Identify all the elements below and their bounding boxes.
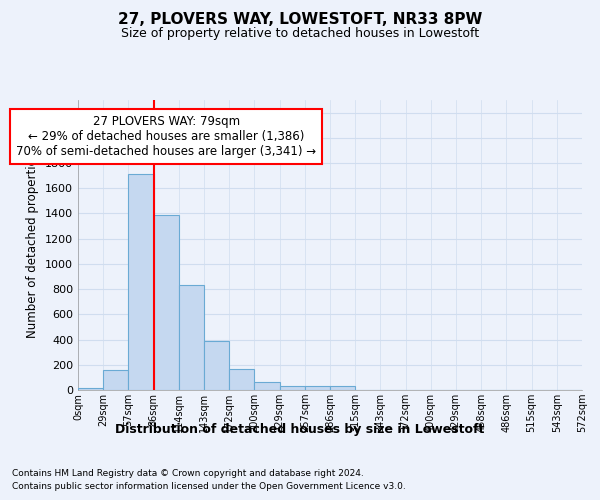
Bar [78, 388, 103, 390]
Bar [154, 214, 179, 390]
Text: Contains HM Land Registry data © Crown copyright and database right 2024.: Contains HM Land Registry data © Crown c… [12, 468, 364, 477]
Bar [204, 342, 229, 390]
Text: Distribution of detached houses by size in Lowestoft: Distribution of detached houses by size … [115, 422, 485, 436]
Bar [254, 382, 280, 390]
Bar [103, 370, 128, 390]
Bar [179, 284, 204, 390]
Bar [229, 369, 254, 390]
Text: 27 PLOVERS WAY: 79sqm
← 29% of detached houses are smaller (1,386)
70% of semi-d: 27 PLOVERS WAY: 79sqm ← 29% of detached … [16, 115, 316, 158]
Bar [330, 386, 355, 390]
Bar [280, 386, 305, 390]
Text: Size of property relative to detached houses in Lowestoft: Size of property relative to detached ho… [121, 28, 479, 40]
Y-axis label: Number of detached properties: Number of detached properties [26, 152, 40, 338]
Text: Contains public sector information licensed under the Open Government Licence v3: Contains public sector information licen… [12, 482, 406, 491]
Text: 27, PLOVERS WAY, LOWESTOFT, NR33 8PW: 27, PLOVERS WAY, LOWESTOFT, NR33 8PW [118, 12, 482, 28]
Bar [305, 386, 330, 390]
Bar [128, 174, 154, 390]
